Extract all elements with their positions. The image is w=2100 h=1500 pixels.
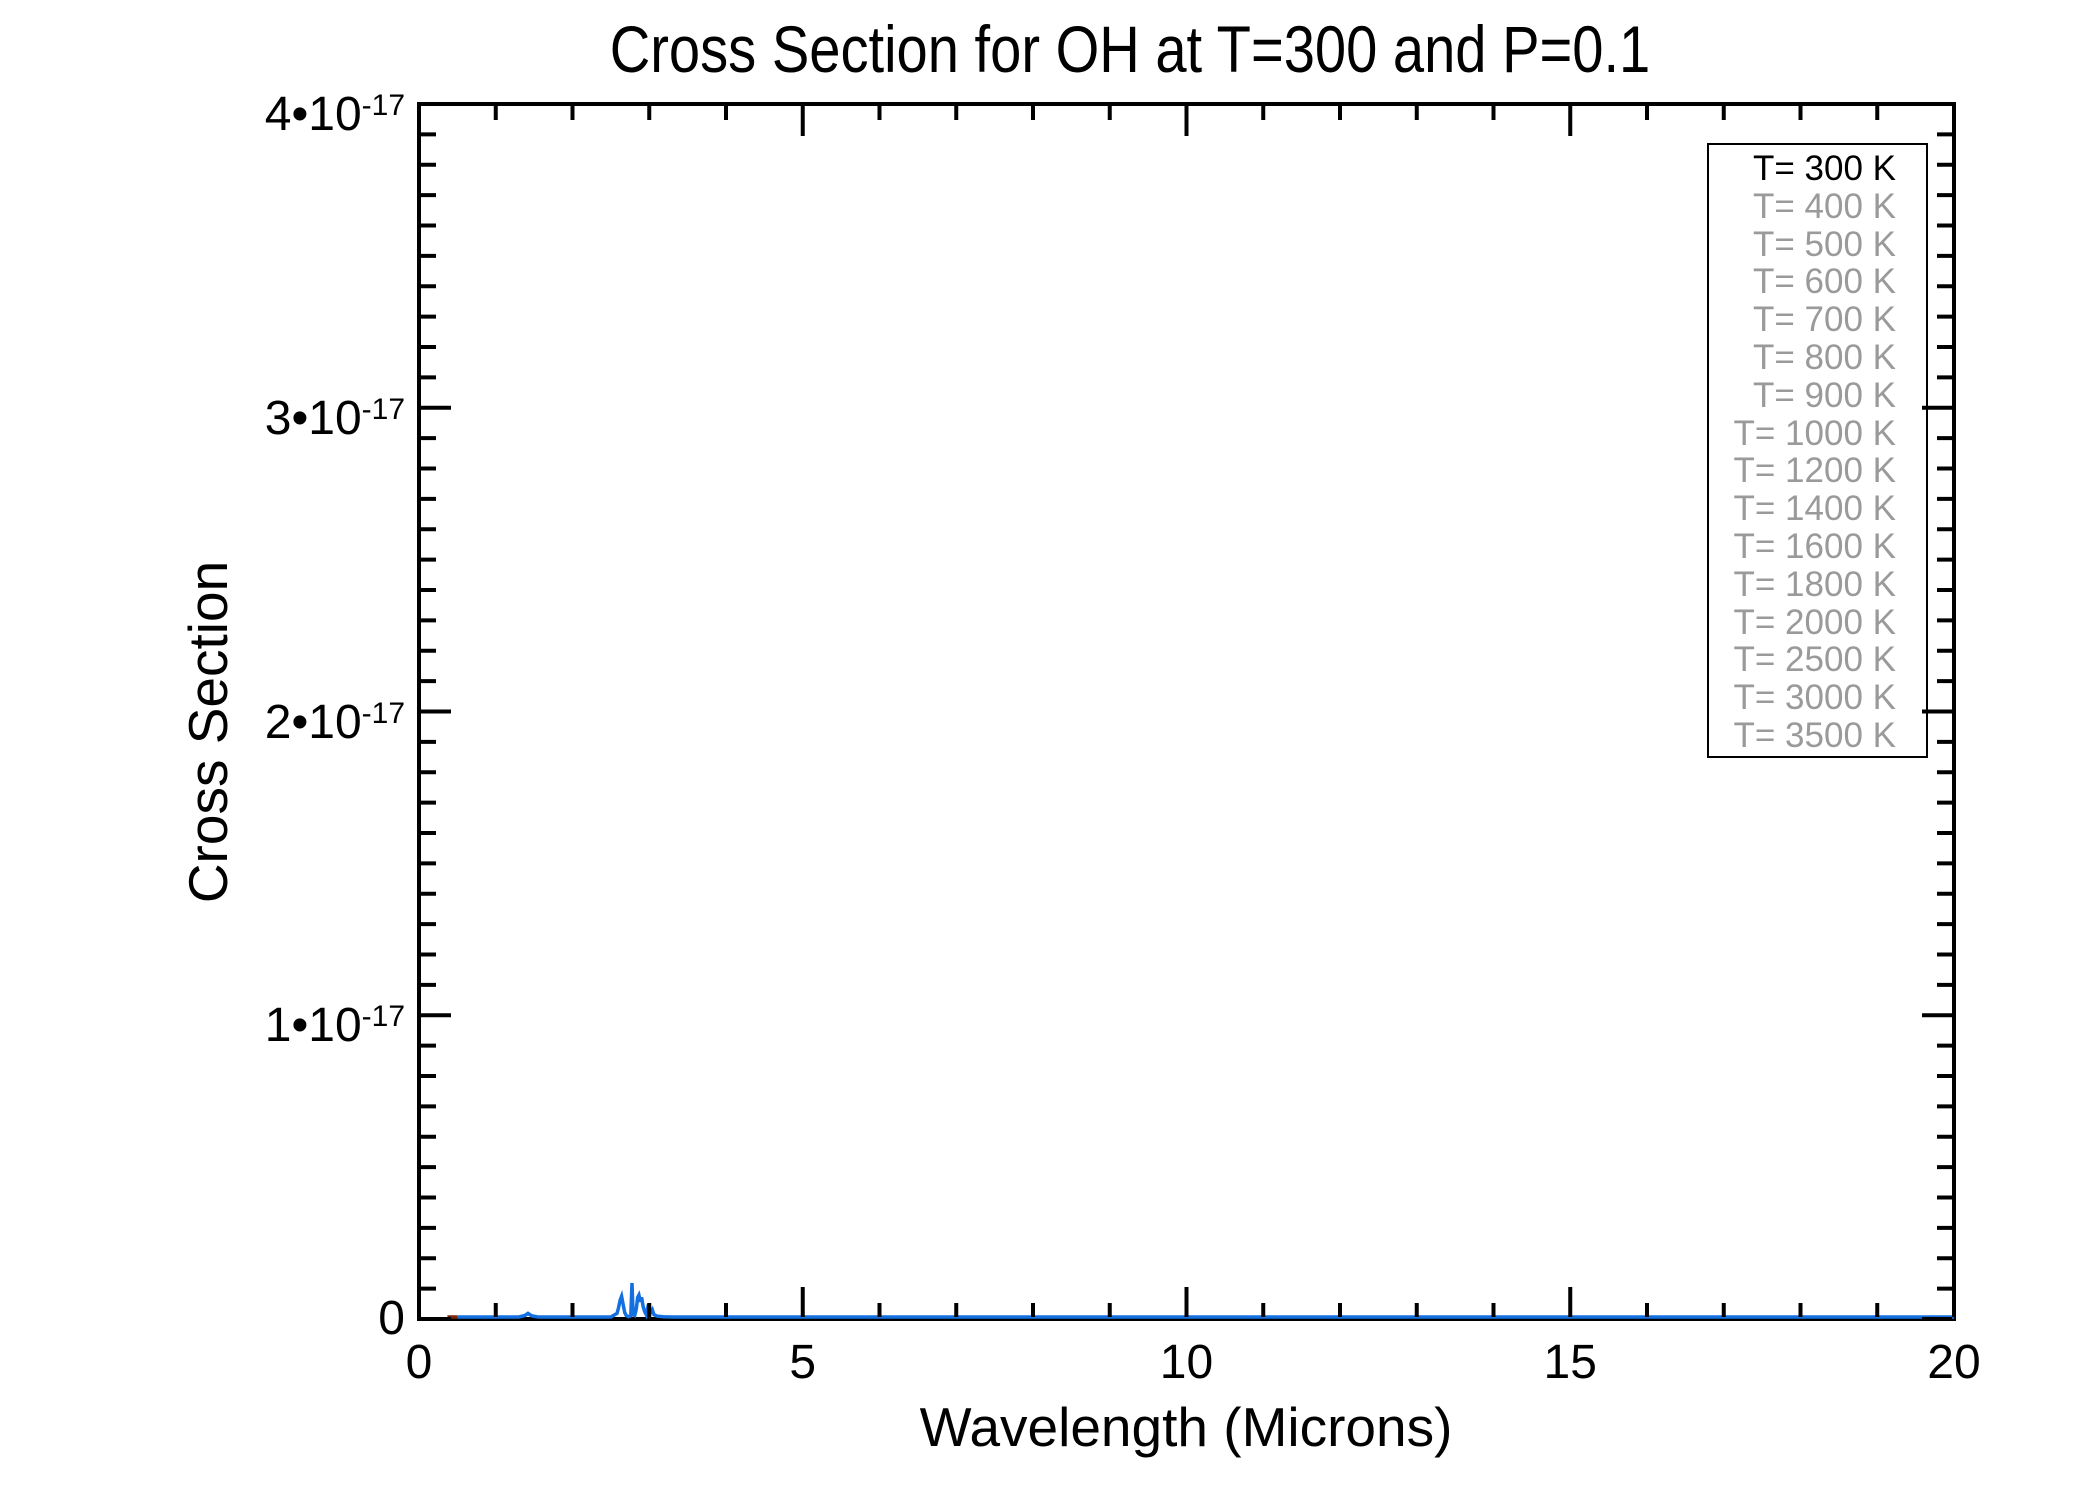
y-tick-label: 1•10-17	[130, 988, 405, 1053]
x-tick-label: 20	[1927, 1336, 1981, 1389]
legend-entry: T= 1800 K	[1733, 564, 1896, 604]
y-tick-coefficient: 4•10	[264, 88, 362, 141]
x-tick-label: 5	[789, 1336, 817, 1389]
legend-entry: T= 1000 K	[1733, 413, 1896, 453]
legend-entry: T= 1600 K	[1733, 526, 1896, 566]
y-tick-coefficient: 3•10	[264, 391, 362, 445]
legend-entry: T= 3500 K	[1733, 715, 1896, 755]
legend-entry: T= 1200 K	[1733, 451, 1896, 491]
x-axis-title: Wavelength (Microns)	[919, 1396, 1453, 1458]
y-tick-label: 0	[378, 1292, 405, 1345]
y-tick-coefficient: 1•10	[264, 999, 362, 1053]
legend-entry: T= 300 K	[1752, 149, 1896, 188]
legend-entry: T= 2500 K	[1733, 640, 1896, 680]
legend-entry: T= 400 K	[1752, 186, 1896, 226]
y-tick-exponent: -17	[361, 89, 405, 122]
legend-entry: T= 2000 K	[1733, 602, 1896, 642]
legend-entry: T= 500 K	[1752, 224, 1896, 264]
y-tick-label: 3•10-17	[130, 381, 405, 446]
legend-entry: T= 600 K	[1752, 262, 1896, 302]
legend-entry: T= 700 K	[1752, 300, 1896, 340]
y-tick-label: 2•10-17	[130, 685, 405, 750]
x-tick-label: 10	[1159, 1336, 1214, 1389]
y-tick-exponent: -17	[361, 392, 405, 426]
y-tick-exponent: -17	[361, 1000, 405, 1034]
x-tick-label: 0	[405, 1336, 433, 1389]
legend-entry: T= 800 K	[1752, 337, 1896, 377]
legend-entry: T= 1400 K	[1733, 489, 1896, 529]
y-tick-exponent: -17	[361, 696, 405, 730]
y-tick-coefficient: 2•10	[264, 695, 362, 749]
x-tick-label: 15	[1543, 1336, 1597, 1389]
chart-title: Cross Section for OH at T=300 and P=0.1	[609, 12, 1651, 86]
y-tick-label: 4•10-17	[130, 77, 405, 142]
plot-border	[417, 102, 1956, 1321]
curve-t-300-k	[457, 1282, 1954, 1320]
legend-entry: T= 900 K	[1752, 375, 1896, 415]
legend-entry: T= 3000 K	[1733, 678, 1896, 718]
legend: T= 300 K T= 400 K T= 500 K T= 600 K T= 700 K…	[1707, 143, 1928, 758]
